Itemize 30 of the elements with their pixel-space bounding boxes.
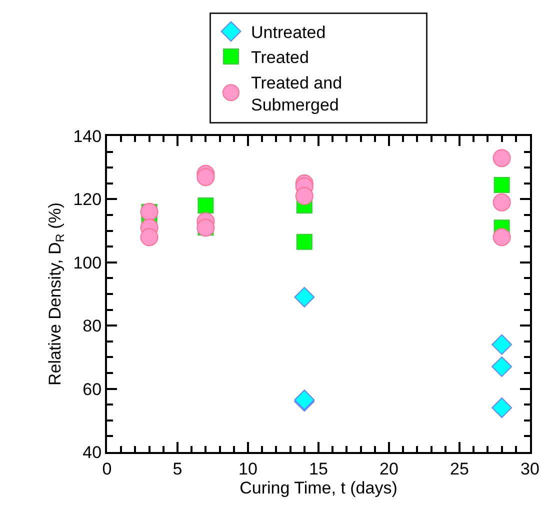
y-tick-label: 140 (73, 126, 102, 146)
point (492, 149, 511, 168)
y-tick-label: 100 (73, 253, 102, 272)
x-tick-label: 15 (309, 459, 328, 478)
point (196, 168, 215, 186)
x-axis-title: Curing Time, t (days) (240, 478, 398, 498)
point (140, 228, 158, 246)
x-tick-label: 0 (102, 459, 112, 478)
x-tick-label: 5 (172, 459, 182, 478)
legend-label: Untreated (251, 23, 326, 42)
y-tick-label: 120 (73, 190, 102, 210)
x-tick-label: 25 (450, 459, 469, 478)
y-tick-label: 60 (82, 380, 102, 399)
legend-label: Treated and Submerged (251, 73, 342, 114)
point (296, 234, 312, 250)
point (494, 176, 510, 193)
point (492, 356, 512, 377)
y-tick-label: 40 (82, 442, 102, 462)
point (492, 398, 512, 418)
point (295, 187, 314, 206)
legend-label: Treated (251, 48, 309, 68)
y-tick-label: 80 (82, 316, 102, 336)
point (492, 334, 512, 355)
point (294, 286, 315, 308)
point (198, 198, 214, 214)
x-tick-label: 20 (380, 459, 398, 478)
point (492, 193, 511, 212)
x-tick-label: 30 (520, 459, 540, 478)
x-tick-label: 10 (238, 459, 258, 478)
point (492, 228, 511, 246)
